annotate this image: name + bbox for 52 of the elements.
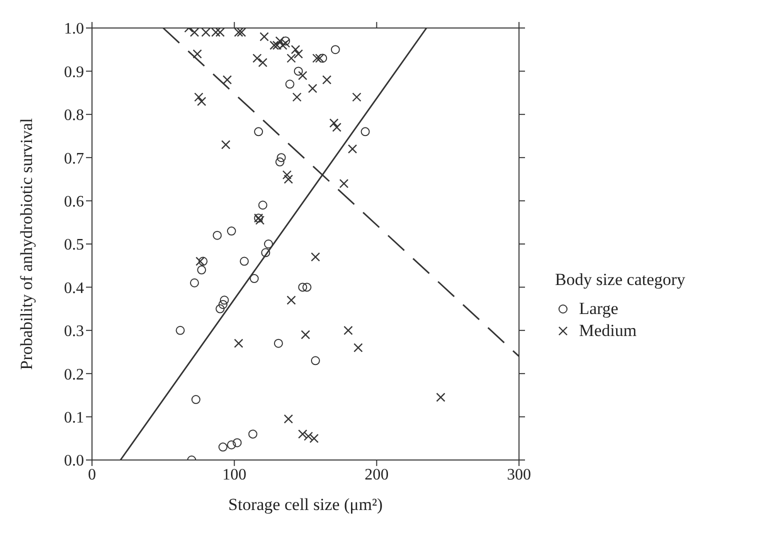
- x-axis-title: Storage cell size (μm²): [228, 495, 383, 514]
- point: [258, 200, 268, 210]
- point: [330, 45, 340, 54]
- y-tick-label: 0.4: [64, 280, 84, 297]
- x-tick-label: 0: [88, 466, 96, 484]
- point: [281, 36, 290, 46]
- y-tick-label: 0.0: [64, 452, 84, 470]
- point: [276, 153, 286, 162]
- point: [220, 296, 229, 305]
- point: [218, 442, 228, 452]
- point: [216, 304, 225, 314]
- y-tick-label: 0.1: [64, 409, 84, 426]
- point: [274, 338, 283, 348]
- y-tick-label: 0.5: [64, 236, 84, 254]
- y-tick-label: 0.6: [64, 193, 84, 210]
- point: [198, 256, 208, 266]
- point: [176, 326, 185, 335]
- y-tick-label: 0.3: [64, 323, 84, 340]
- point: [191, 395, 200, 404]
- legend-label: Large: [579, 299, 618, 319]
- point: [212, 230, 222, 240]
- point: [298, 282, 308, 292]
- point: [261, 248, 270, 258]
- legend-title: Body size category: [555, 270, 686, 290]
- legend-label: Medium: [579, 321, 637, 341]
- point: [302, 282, 312, 292]
- point: [285, 80, 294, 89]
- point: [360, 127, 370, 136]
- point: [254, 127, 264, 136]
- y-axis-title: Probability of anhydrobiotic survival: [17, 118, 36, 370]
- point: [226, 226, 236, 236]
- y-tick-label: 0.7: [64, 150, 84, 168]
- y-tick-label: 0.8: [64, 107, 84, 124]
- point: [294, 66, 303, 76]
- point: [310, 356, 320, 366]
- point: [190, 278, 199, 288]
- y-tick-label: 0.2: [64, 366, 84, 384]
- point: [232, 438, 242, 448]
- x-tick-label: 200: [364, 466, 389, 484]
- x-tick-label: 300: [507, 466, 531, 484]
- y-tick-label: 1.0: [64, 20, 84, 38]
- point: [264, 240, 273, 248]
- y-tick-label: 0.9: [64, 64, 84, 81]
- point: [197, 265, 206, 274]
- point: [275, 157, 284, 166]
- point: [250, 274, 259, 284]
- point: [240, 256, 249, 266]
- point: [218, 300, 228, 309]
- point: [248, 430, 258, 439]
- point: [318, 54, 328, 63]
- point: [226, 440, 236, 450]
- x-tick-label: 100: [222, 466, 246, 484]
